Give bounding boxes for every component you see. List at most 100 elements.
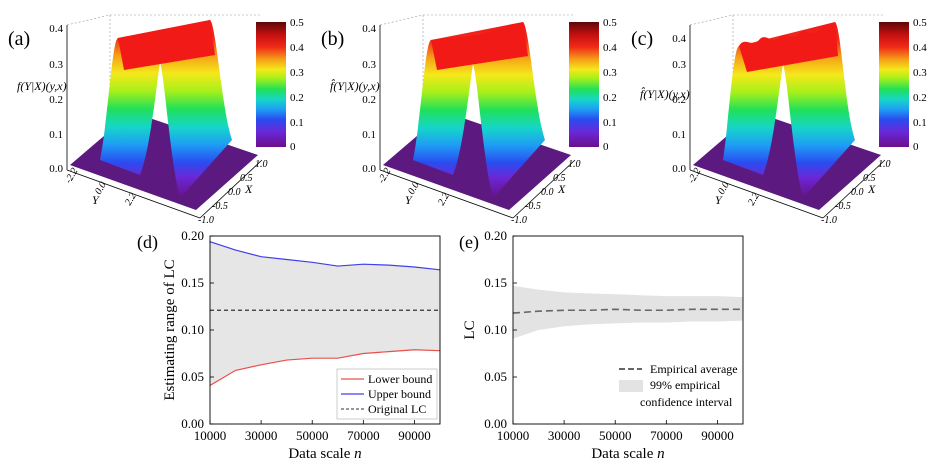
svg-text:0.2: 0.2: [290, 92, 304, 104]
ylabel: Y: [405, 193, 413, 207]
x-tick-label: 50000: [599, 428, 632, 443]
svg-text:0.3: 0.3: [49, 59, 63, 71]
svg-text:2.2: 2.2: [436, 191, 452, 207]
legend-lower: Lower bound: [368, 372, 432, 386]
series-lower-bound: [209, 349, 441, 386]
zlabel: f̂(Y|X)(y,x): [640, 86, 690, 101]
panel-label-e: (e): [459, 232, 479, 253]
legend-ci-1: 99% empirical: [650, 378, 721, 392]
range-band-area: [210, 241, 440, 386]
svg-text:0.5: 0.5: [290, 17, 304, 29]
panel-label-a: (a): [8, 28, 30, 50]
svg-text:2.2: 2.2: [123, 191, 139, 207]
svg-text:0.5: 0.5: [553, 173, 566, 184]
x-tick-label: 90000: [398, 428, 431, 443]
x-axis-title: Data scale n: [288, 446, 361, 462]
svg-text:-0.5: -0.5: [525, 201, 541, 212]
x-ticks: 10000 30000 50000 70000 90000: [497, 420, 734, 443]
axes-box: [689, 14, 885, 120]
xlabel: X: [867, 182, 876, 196]
panel-label-c: (c): [631, 28, 653, 50]
z-ticks: 0.0 0.1 0.2 0.3 0.4: [362, 23, 376, 175]
svg-text:0.0: 0.0: [672, 163, 686, 175]
panel-label-b: (b): [321, 28, 344, 50]
panel-a-3d-surface: (a) f(Y|X)(y,x) 0.0 0.1 0.2 0.3 0.4 -2.2…: [8, 14, 304, 226]
x-ticks: 1.0 0.5 0.0 -0.5 -1.0: [198, 159, 268, 226]
svg-text:0: 0: [290, 141, 296, 153]
colorbar-ticks: 0.5 0.4 0.3 0.2 0.1 0: [913, 17, 927, 153]
y-axis-title: Estimating range of LC: [162, 259, 178, 400]
x-tick-label: 50000: [296, 428, 329, 443]
series-upper-bound: [209, 241, 441, 271]
y-tick-label: 0.05: [484, 369, 507, 384]
colorbar: [569, 22, 599, 147]
axes-lines: [66, 25, 263, 219]
zlabel: f(Y|X)(y,x): [17, 79, 67, 93]
svg-text:0.1: 0.1: [913, 117, 927, 129]
svg-text:0.4: 0.4: [290, 42, 304, 54]
xlabel: X: [244, 182, 253, 196]
xlabel: X: [557, 182, 566, 196]
colorbar: [879, 22, 909, 147]
svg-text:0.4: 0.4: [49, 23, 63, 35]
svg-text:0.4: 0.4: [913, 42, 927, 54]
svg-text:-1.0: -1.0: [198, 215, 214, 226]
svg-text:-2.2: -2.2: [686, 166, 703, 185]
series-lines: [512, 308, 743, 314]
y-tick-label: 0.10: [484, 322, 507, 337]
panel-label-d: (d): [137, 232, 158, 253]
panel-d-chart: (d) 0.00 0.05 0.10 0.15 0.20 10000 30000 50000…: [137, 228, 441, 462]
zlabel: f̂(Y|X)(y,x): [330, 78, 380, 93]
surface-top: [431, 22, 528, 70]
svg-text:-0.5: -0.5: [212, 201, 228, 212]
svg-text:0.4: 0.4: [603, 42, 617, 54]
svg-text:0.3: 0.3: [913, 67, 927, 79]
axes-box: [66, 14, 262, 120]
y-tick-label: 0.15: [181, 275, 204, 290]
legend: Empirical average 99% empirical confiden…: [619, 362, 738, 409]
svg-text:0: 0: [603, 141, 609, 153]
axes-lines: [689, 25, 886, 219]
legend-orig: Original LC: [368, 402, 426, 416]
svg-text:0.0: 0.0: [49, 163, 63, 175]
panel-c-3d-surface: (c) f̂(Y|X)(y,x) 0.0 0.1 0.2 0.3 0.4 -2.…: [631, 14, 927, 226]
svg-text:0.5: 0.5: [863, 173, 876, 184]
y-ticks: 0.00 0.05 0.10 0.15 0.20: [181, 228, 214, 431]
x-tick-label: 90000: [701, 428, 734, 443]
svg-text:0.2: 0.2: [49, 94, 63, 106]
svg-text:0.5: 0.5: [913, 17, 927, 29]
x-axis-title: Data scale n: [591, 446, 664, 462]
legend-avg: Empirical average: [650, 362, 738, 376]
svg-text:0.2: 0.2: [362, 94, 376, 106]
svg-text:0.0: 0.0: [541, 187, 554, 198]
y-tick-label: 0.05: [181, 369, 204, 384]
svg-text:0.2: 0.2: [672, 94, 686, 106]
svg-text:0.0: 0.0: [93, 180, 109, 196]
legend-swatch-ci: [619, 380, 643, 392]
x-tick-label: 30000: [548, 428, 581, 443]
axes-box: [379, 14, 575, 120]
z-ticks: 0.0 0.1 0.2 0.3 0.4: [672, 33, 686, 175]
y-ticks: -2.2 0.0 2.2: [63, 166, 139, 207]
svg-text:2.2: 2.2: [746, 191, 762, 207]
panel-b-3d-surface: (b) f̂(Y|X)(y,x) 0.0 0.1 0.2 0.3 0.4 -2.…: [321, 14, 617, 226]
series-lines: [209, 241, 441, 386]
y-tick-label: 0.20: [484, 228, 507, 243]
confidence-band-area: [513, 285, 743, 339]
x-tick-label: 10000: [497, 428, 530, 443]
svg-text:-2.2: -2.2: [376, 166, 393, 185]
y-tick-label: 0.15: [484, 275, 507, 290]
z-ticks: 0.0 0.1 0.2 0.3 0.4: [49, 23, 63, 175]
svg-text:0.1: 0.1: [290, 117, 304, 129]
range-band: [210, 241, 440, 386]
svg-text:0.0: 0.0: [716, 180, 732, 196]
svg-text:0.0: 0.0: [406, 180, 422, 196]
x-ticks: 1.0 0.5 0.0 -0.5 -1.0: [821, 159, 891, 226]
y-axis-title: LC: [462, 320, 478, 339]
svg-text:0.1: 0.1: [603, 117, 617, 129]
svg-text:0.0: 0.0: [228, 187, 241, 198]
x-tick-label: 10000: [194, 428, 227, 443]
svg-text:0.0: 0.0: [362, 163, 376, 175]
x-tick-label: 70000: [650, 428, 683, 443]
